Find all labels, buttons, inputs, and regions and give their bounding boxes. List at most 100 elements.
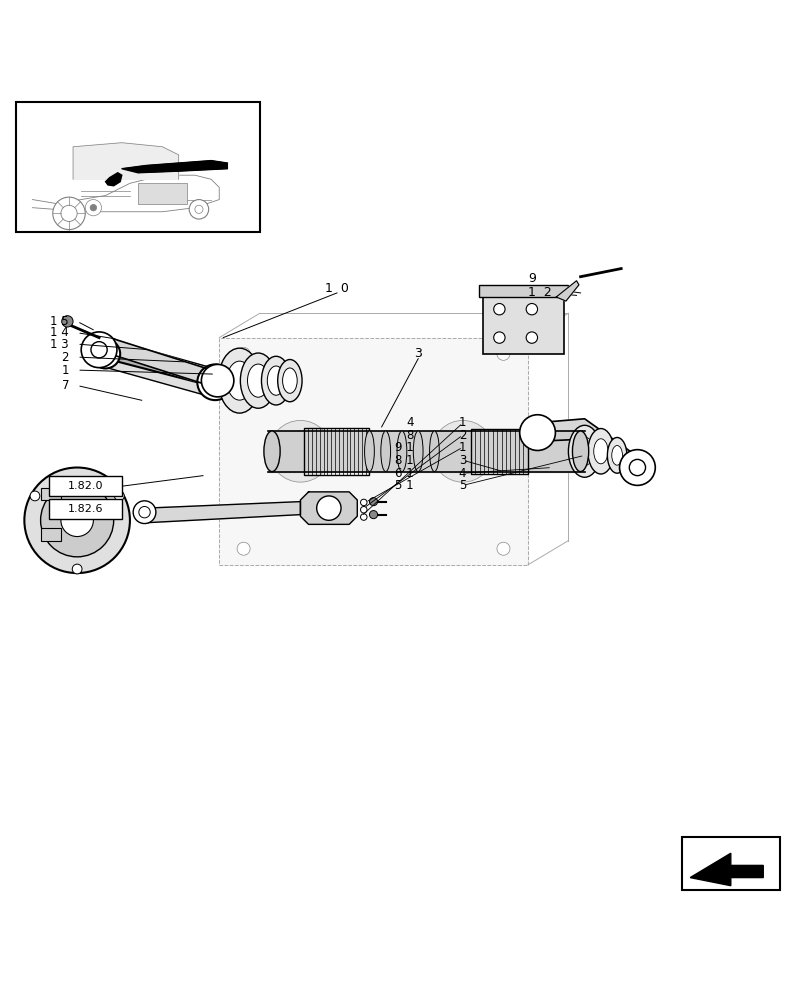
Text: 5: 5 [458, 479, 466, 492]
Circle shape [85, 200, 101, 216]
Circle shape [114, 491, 124, 501]
Text: 9: 9 [527, 272, 535, 285]
Circle shape [629, 459, 645, 476]
Text: 5 1: 5 1 [395, 479, 414, 492]
Text: 7: 7 [62, 379, 69, 392]
Polygon shape [93, 338, 219, 389]
Polygon shape [122, 161, 227, 173]
Circle shape [189, 200, 208, 219]
Circle shape [431, 420, 493, 482]
Ellipse shape [429, 431, 439, 472]
Polygon shape [556, 281, 578, 301]
Text: 1: 1 [62, 364, 69, 377]
Ellipse shape [380, 431, 390, 472]
Circle shape [360, 514, 367, 520]
Text: 4: 4 [458, 467, 466, 480]
Ellipse shape [240, 353, 276, 408]
Circle shape [237, 542, 250, 555]
Bar [49, 476, 122, 496]
Circle shape [369, 498, 377, 506]
Text: 1: 1 [458, 416, 466, 429]
Ellipse shape [261, 356, 290, 405]
Ellipse shape [568, 425, 600, 477]
Circle shape [526, 303, 537, 315]
Bar [41, 528, 61, 541]
Polygon shape [300, 492, 357, 524]
Bar [470, 429, 527, 474]
Circle shape [91, 339, 120, 368]
Polygon shape [105, 173, 122, 186]
Ellipse shape [218, 348, 260, 413]
Text: 2: 2 [62, 351, 69, 364]
Polygon shape [531, 419, 641, 476]
Circle shape [61, 504, 93, 537]
Circle shape [237, 347, 250, 360]
Polygon shape [689, 853, 762, 886]
Circle shape [61, 205, 77, 221]
Text: 6 1: 6 1 [395, 467, 414, 480]
Ellipse shape [572, 431, 588, 472]
Circle shape [195, 205, 203, 213]
Circle shape [205, 373, 225, 392]
Circle shape [360, 499, 367, 506]
Ellipse shape [264, 431, 280, 472]
Text: 1  2: 1 2 [527, 286, 551, 299]
Circle shape [493, 332, 504, 343]
Circle shape [133, 501, 156, 524]
Ellipse shape [413, 431, 423, 472]
Circle shape [493, 303, 504, 315]
Polygon shape [109, 339, 211, 397]
Circle shape [280, 431, 320, 472]
Circle shape [442, 431, 483, 472]
Polygon shape [73, 143, 178, 179]
Circle shape [91, 342, 107, 358]
Ellipse shape [226, 361, 252, 400]
Text: 4: 4 [406, 416, 414, 429]
Ellipse shape [364, 431, 374, 472]
Circle shape [24, 468, 130, 573]
Circle shape [360, 506, 367, 513]
Circle shape [519, 415, 555, 450]
Circle shape [316, 496, 341, 520]
Ellipse shape [587, 429, 613, 474]
Polygon shape [219, 338, 527, 565]
Polygon shape [142, 502, 300, 523]
Circle shape [201, 364, 234, 397]
Text: 8 1: 8 1 [395, 454, 414, 467]
Text: 1  0: 1 0 [324, 282, 349, 295]
Bar [304, 428, 369, 475]
Bar [41, 488, 61, 500]
Text: 2: 2 [458, 429, 466, 442]
Circle shape [496, 542, 509, 555]
Circle shape [30, 491, 40, 501]
Bar [49, 499, 122, 519]
Bar [681, 837, 779, 890]
Circle shape [619, 450, 654, 485]
Ellipse shape [282, 368, 297, 393]
Circle shape [81, 332, 117, 368]
Circle shape [72, 564, 82, 574]
Text: 3: 3 [414, 347, 422, 360]
Text: 1.82.0: 1.82.0 [67, 481, 103, 491]
Text: 1 3: 1 3 [50, 338, 69, 351]
Ellipse shape [607, 437, 626, 473]
Circle shape [90, 204, 97, 211]
Circle shape [139, 506, 150, 518]
Circle shape [62, 316, 73, 327]
Circle shape [526, 332, 537, 343]
Text: 1.82.6: 1.82.6 [67, 504, 103, 514]
Ellipse shape [277, 360, 302, 402]
Circle shape [97, 346, 114, 362]
Circle shape [41, 484, 114, 557]
Ellipse shape [397, 431, 406, 472]
Text: 8: 8 [406, 429, 414, 442]
Circle shape [369, 511, 377, 519]
Text: 9 1: 9 1 [395, 441, 414, 454]
Bar [483, 289, 564, 354]
Circle shape [269, 420, 331, 482]
Ellipse shape [611, 446, 622, 465]
Bar [478, 285, 568, 297]
Bar [138, 183, 187, 204]
Text: 1 4: 1 4 [50, 326, 69, 339]
Bar [16, 102, 260, 232]
